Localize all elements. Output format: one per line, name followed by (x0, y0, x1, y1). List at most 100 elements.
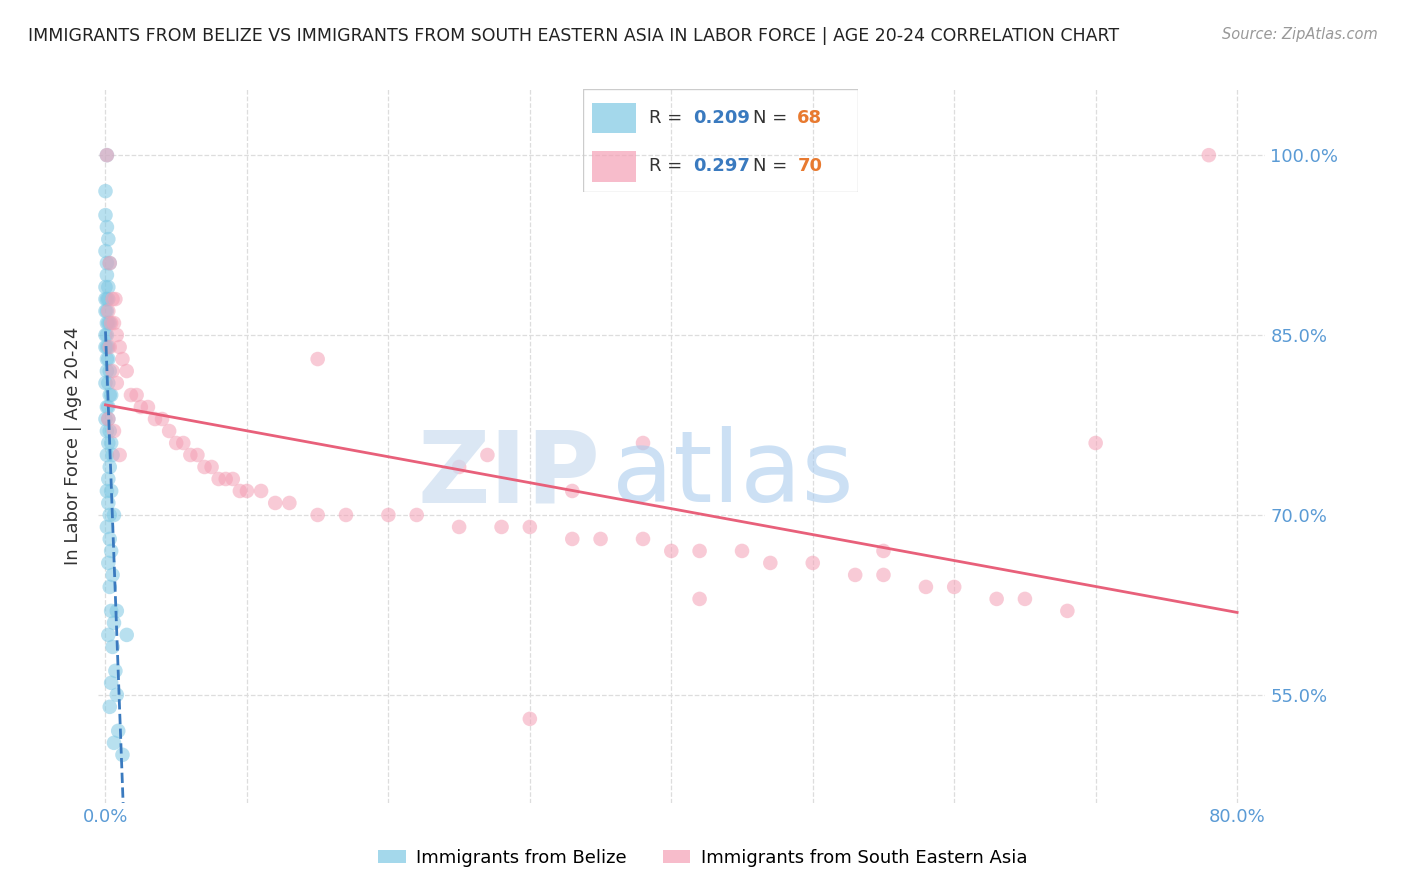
Point (108, 340, 131, 354)
Point (519, 712, 541, 726)
Point (689, 591, 711, 606)
Point (264, 496, 287, 510)
Point (229, 483, 252, 498)
Point (97, 412, 120, 426)
Point (111, 747, 134, 762)
Legend: Immigrants from Belize, Immigrants from South Eastern Asia: Immigrants from Belize, Immigrants from … (371, 842, 1035, 874)
Point (915, 580, 938, 594)
Point (98, 340, 121, 354)
Y-axis label: In Labor Force | Age 20-24: In Labor Force | Age 20-24 (65, 326, 83, 566)
Point (94, 244, 117, 259)
Point (844, 568, 866, 582)
Point (449, 520, 471, 534)
Point (98, 699, 121, 714)
Point (98, 508, 121, 522)
Point (519, 520, 541, 534)
Point (150, 412, 173, 426)
Point (143, 412, 166, 426)
Text: IMMIGRANTS FROM BELIZE VS IMMIGRANTS FROM SOUTH EASTERN ASIA IN LABOR FORCE | AG: IMMIGRANTS FROM BELIZE VS IMMIGRANTS FRO… (28, 27, 1119, 45)
Point (236, 483, 259, 498)
Point (97, 304, 120, 318)
Point (100, 436, 122, 450)
Point (96, 220, 118, 235)
Point (101, 640, 124, 654)
Point (98, 316, 121, 330)
Point (115, 628, 138, 642)
Text: ZIP: ZIP (418, 426, 600, 523)
Point (97, 556, 120, 570)
Point (307, 352, 329, 367)
Point (105, 688, 128, 702)
Point (631, 532, 654, 546)
Point (157, 424, 180, 438)
Point (97, 376, 120, 390)
Point (986, 591, 1008, 606)
Point (96, 364, 118, 378)
Point (96, 424, 118, 438)
Point (107, 723, 129, 738)
Point (307, 508, 329, 522)
Point (108, 448, 131, 462)
Text: Source: ZipAtlas.com: Source: ZipAtlas.com (1222, 27, 1378, 42)
Text: 0.297: 0.297 (693, 157, 749, 175)
Point (103, 316, 125, 330)
Point (96, 304, 118, 318)
Point (94, 376, 117, 390)
Bar (592, 103, 636, 133)
Point (100, 676, 122, 690)
Point (96, 400, 118, 414)
Point (278, 496, 301, 510)
Point (98, 532, 121, 546)
Point (104, 292, 127, 306)
Text: 70: 70 (797, 157, 823, 175)
Point (103, 424, 125, 438)
Point (98, 424, 121, 438)
Point (943, 580, 966, 594)
Point (100, 316, 122, 330)
Bar (592, 151, 636, 181)
Point (477, 448, 499, 462)
Point (731, 544, 754, 558)
Point (1084, 436, 1107, 450)
Point (101, 292, 124, 306)
Point (98, 388, 121, 402)
Point (377, 508, 399, 522)
Point (94, 340, 117, 354)
Point (335, 508, 357, 522)
Point (200, 460, 222, 475)
Point (1056, 604, 1078, 618)
Point (100, 544, 122, 558)
Point (105, 328, 128, 343)
Point (125, 388, 148, 402)
Point (97, 232, 120, 246)
Point (101, 364, 124, 378)
Point (94, 292, 117, 306)
Point (97, 472, 120, 486)
Point (659, 544, 682, 558)
Text: N =: N = (754, 109, 793, 127)
Point (105, 604, 128, 618)
Point (97, 628, 120, 642)
Point (97, 412, 120, 426)
Point (872, 568, 894, 582)
Point (97, 496, 120, 510)
Point (405, 508, 427, 522)
Point (98, 256, 121, 270)
Point (179, 448, 201, 462)
Point (100, 483, 122, 498)
Point (172, 436, 194, 450)
Point (561, 483, 583, 498)
Point (872, 544, 894, 558)
Point (98, 256, 121, 270)
Point (193, 460, 215, 475)
Point (101, 448, 124, 462)
Point (250, 483, 273, 498)
Point (111, 352, 134, 367)
Point (215, 472, 238, 486)
Point (103, 508, 125, 522)
Point (120, 388, 142, 402)
Point (94, 184, 117, 198)
Point (689, 544, 711, 558)
Point (100, 388, 122, 402)
Point (129, 400, 152, 414)
